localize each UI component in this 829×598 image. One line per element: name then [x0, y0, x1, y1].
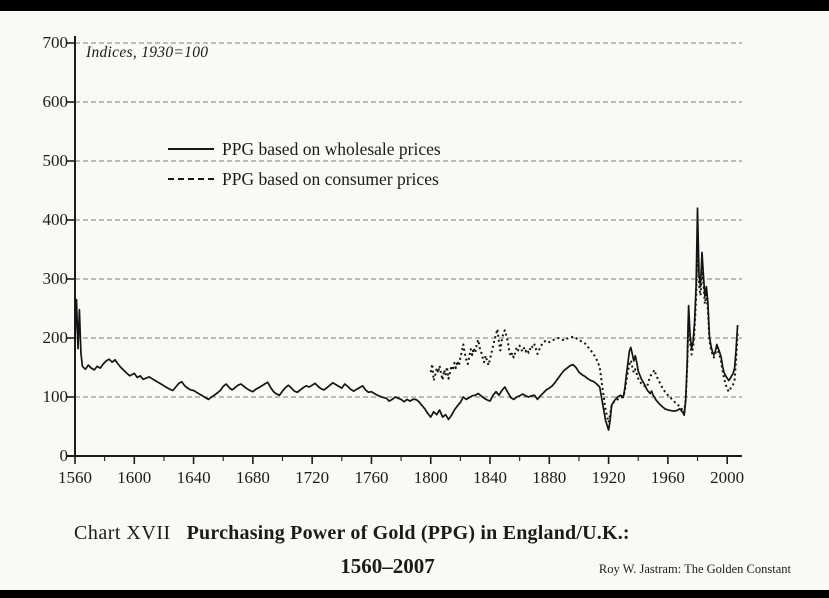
- x-tick-label-1840: 1840: [473, 468, 508, 487]
- plot-svg: [66, 36, 742, 464]
- legend-row-wholesale: PPG based on wholesale prices: [168, 134, 441, 164]
- series-line-wholesale: [74, 207, 739, 431]
- y-tick-label-600: 600: [42, 92, 69, 111]
- index-base-note: Indices, 1930=100: [86, 44, 209, 61]
- x-tick-label-1960: 1960: [650, 468, 685, 487]
- chart-number: Chart XVII: [74, 522, 171, 544]
- chart-title: Purchasing Power of Gold (PPG) in Englan…: [186, 522, 630, 544]
- legend-row-consumer: PPG based on consumer prices: [168, 164, 441, 194]
- series-line-consumer: [429, 247, 739, 424]
- chart-page: Indices, 1930=100 PPG based on wholesale…: [0, 11, 829, 590]
- legend: PPG based on wholesale prices PPG based …: [168, 134, 441, 194]
- x-tick-label-1560: 1560: [58, 468, 92, 487]
- y-tick-label-500: 500: [42, 151, 69, 170]
- x-tick-label-1720: 1720: [295, 468, 330, 487]
- x-tick-label-1680: 1680: [235, 468, 270, 487]
- y-tick-label-200: 200: [42, 328, 69, 347]
- y-tick-label-300: 300: [42, 269, 69, 288]
- solid-line-sample-icon: [168, 148, 214, 150]
- x-tick-label-1920: 1920: [591, 468, 626, 487]
- source-attribution: Roy W. Jastram: The Golden Constant: [598, 562, 791, 576]
- y-tick-label-0: 0: [59, 446, 69, 465]
- legend-label-wholesale: PPG based on wholesale prices: [222, 138, 441, 159]
- chart-title-range: 1560–2007: [340, 554, 435, 578]
- x-tick-label-1600: 1600: [117, 468, 152, 487]
- y-tick-label-700: 700: [42, 33, 69, 52]
- legend-label-consumer: PPG based on consumer prices: [222, 168, 439, 189]
- y-tick-label-100: 100: [42, 387, 69, 406]
- dotted-line-sample-icon: [168, 178, 214, 180]
- chart-caption: Chart XVII Purchasing Power of Gold (PPG)…: [74, 522, 630, 545]
- y-tick-label-400: 400: [42, 210, 69, 229]
- x-tick-label-1800: 1800: [413, 468, 448, 487]
- x-tick-label-2000: 2000: [710, 468, 745, 487]
- x-tick-label-1880: 1880: [532, 468, 567, 487]
- x-tick-label-1760: 1760: [354, 468, 389, 487]
- x-tick-label-1640: 1640: [176, 468, 211, 487]
